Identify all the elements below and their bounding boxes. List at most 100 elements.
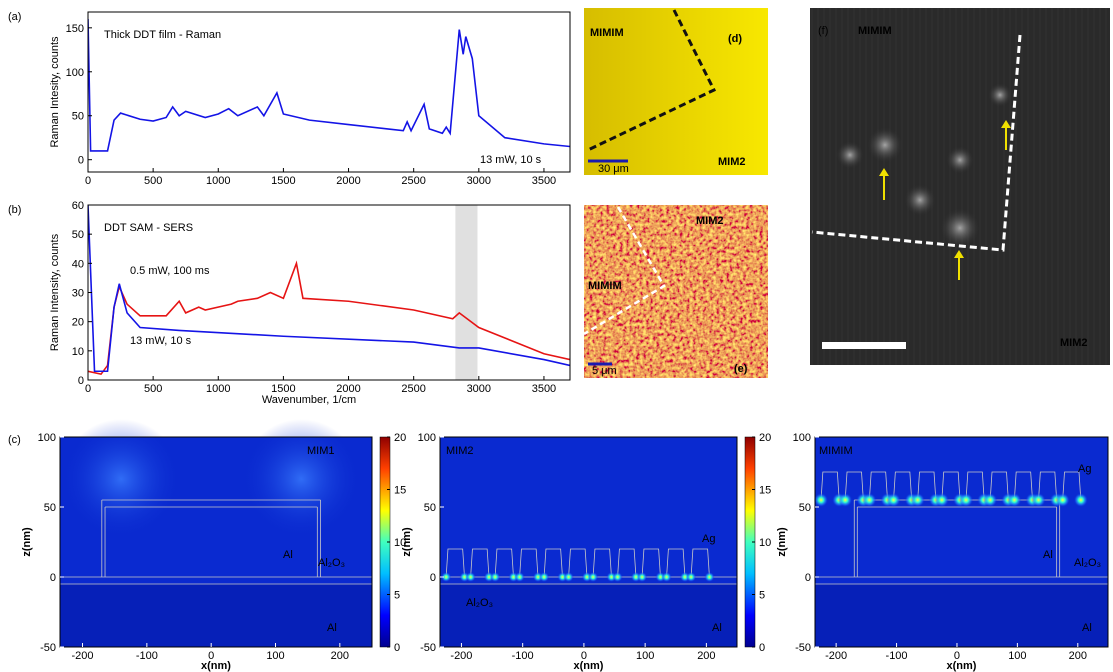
y-tick-label: 50 xyxy=(44,502,56,514)
annotation: 13 mW, 10 s xyxy=(480,154,542,166)
image-text: MIMIM xyxy=(590,27,624,39)
hot-spot xyxy=(686,572,697,582)
x-tick-label: -200 xyxy=(450,650,472,662)
y-tick-label: -50 xyxy=(420,642,436,654)
colorbar-tick-label: 0 xyxy=(759,642,765,654)
annotation: Al xyxy=(712,622,722,634)
annotation: MIMIM xyxy=(819,445,853,457)
y-axis-label: z(nm) xyxy=(401,527,413,557)
annotation: 0.5 mW, 100 ms xyxy=(130,265,210,277)
grating-tooth xyxy=(844,471,864,501)
panel-label: (c) xyxy=(8,434,21,446)
y-tick-label: 60 xyxy=(72,200,84,212)
y-tick-label: 50 xyxy=(72,111,84,123)
x-tick-label: -200 xyxy=(71,650,93,662)
x-axis-label: Wavenumber, 1/cm xyxy=(262,394,356,406)
micrograph xyxy=(810,8,1110,365)
colorbar-tick-label: 5 xyxy=(394,590,400,602)
bright-spot xyxy=(946,146,974,174)
hot-spot xyxy=(490,572,501,582)
image-label: (f) xyxy=(818,25,828,37)
x-tick-label: 0 xyxy=(85,175,91,187)
hot-spot xyxy=(539,572,550,582)
y-axis-label: Raman Intesity, counts xyxy=(49,36,61,148)
hot-spot xyxy=(814,493,829,507)
hot-spot xyxy=(1073,493,1088,507)
y-tick-label: 0 xyxy=(78,155,84,167)
hot-spot xyxy=(661,572,672,582)
x-tick-label: 500 xyxy=(144,175,162,187)
grating-tooth xyxy=(543,548,563,578)
grating-tooth xyxy=(893,471,913,501)
grating-tooth xyxy=(820,471,840,501)
grating-tooth xyxy=(494,548,514,578)
x-tick-label: 0 xyxy=(581,650,587,662)
y-tick-label: 100 xyxy=(66,67,84,79)
x-tick-label: 3500 xyxy=(532,175,556,187)
x-tick-label: 200 xyxy=(697,650,715,662)
grating-tooth xyxy=(445,548,465,578)
y-tick-label: 100 xyxy=(418,432,436,444)
colorbar-tick-label: 5 xyxy=(759,590,765,602)
hot-spot xyxy=(959,493,974,507)
hot-spot xyxy=(934,493,949,507)
y-tick-label: -50 xyxy=(40,642,56,654)
annotation: Ag xyxy=(1078,463,1091,475)
x-tick-label: 3000 xyxy=(467,383,491,395)
colorbar-tick-label: 20 xyxy=(759,432,771,444)
y-tick-label: 100 xyxy=(38,432,56,444)
chart-title: DDT SAM - SERS xyxy=(104,222,193,234)
boundary xyxy=(587,9,717,152)
grating-tooth xyxy=(989,471,1009,501)
x-tick-label: 100 xyxy=(266,650,284,662)
y-tick-label: 50 xyxy=(424,502,436,514)
x-axis-label: x(nm) xyxy=(574,660,604,672)
y-tick-label: 40 xyxy=(72,258,84,270)
image-label: (e) xyxy=(734,363,748,375)
image-text: MIM2 xyxy=(696,215,724,227)
hot-spot xyxy=(838,493,853,507)
colorbar-tick-label: 20 xyxy=(394,432,406,444)
x-tick-label: 200 xyxy=(1069,650,1087,662)
arrow-head xyxy=(1001,120,1011,128)
axes-frame xyxy=(59,436,373,648)
spectrum-line xyxy=(88,205,570,373)
x-tick-label: 2500 xyxy=(401,175,425,187)
x-tick-label: -100 xyxy=(886,650,908,662)
panel-label: (a) xyxy=(8,11,21,23)
bright-spot xyxy=(940,208,980,248)
y-tick-label: 150 xyxy=(66,23,84,35)
glow xyxy=(241,419,362,539)
grating-tooth xyxy=(519,548,539,578)
y-tick-label: 50 xyxy=(72,229,84,241)
boundary xyxy=(811,34,1022,252)
x-tick-label: 1000 xyxy=(206,383,230,395)
glow xyxy=(61,419,182,539)
hot-spot xyxy=(704,572,715,582)
grating-tooth xyxy=(470,548,490,578)
grating-tooth xyxy=(965,471,985,501)
field-map xyxy=(814,437,1108,647)
y-axis-label: z(nm) xyxy=(21,527,33,557)
y-tick-label: 10 xyxy=(72,346,84,358)
y-tick-label: 0 xyxy=(78,375,84,387)
x-tick-label: -100 xyxy=(136,650,158,662)
substrate xyxy=(440,584,737,647)
annotation: Al xyxy=(327,622,337,634)
hot-spot xyxy=(612,572,623,582)
annotation: Al₂O₃ xyxy=(1074,557,1101,569)
hot-spot xyxy=(862,493,877,507)
substrate xyxy=(60,584,372,647)
chart-title: Thick DDT film - Raman xyxy=(104,29,221,41)
x-tick-label: 0 xyxy=(954,650,960,662)
grating-tooth xyxy=(568,548,588,578)
x-tick-label: -100 xyxy=(512,650,534,662)
annotation: Al₂O₃ xyxy=(466,597,493,609)
x-tick-label: 0 xyxy=(85,383,91,395)
x-tick-label: 2500 xyxy=(401,383,425,395)
hot-spot xyxy=(1055,493,1070,507)
colorbar-tick-label: 15 xyxy=(759,485,771,497)
hot-spot xyxy=(465,572,476,582)
spectrum-line xyxy=(88,260,570,376)
